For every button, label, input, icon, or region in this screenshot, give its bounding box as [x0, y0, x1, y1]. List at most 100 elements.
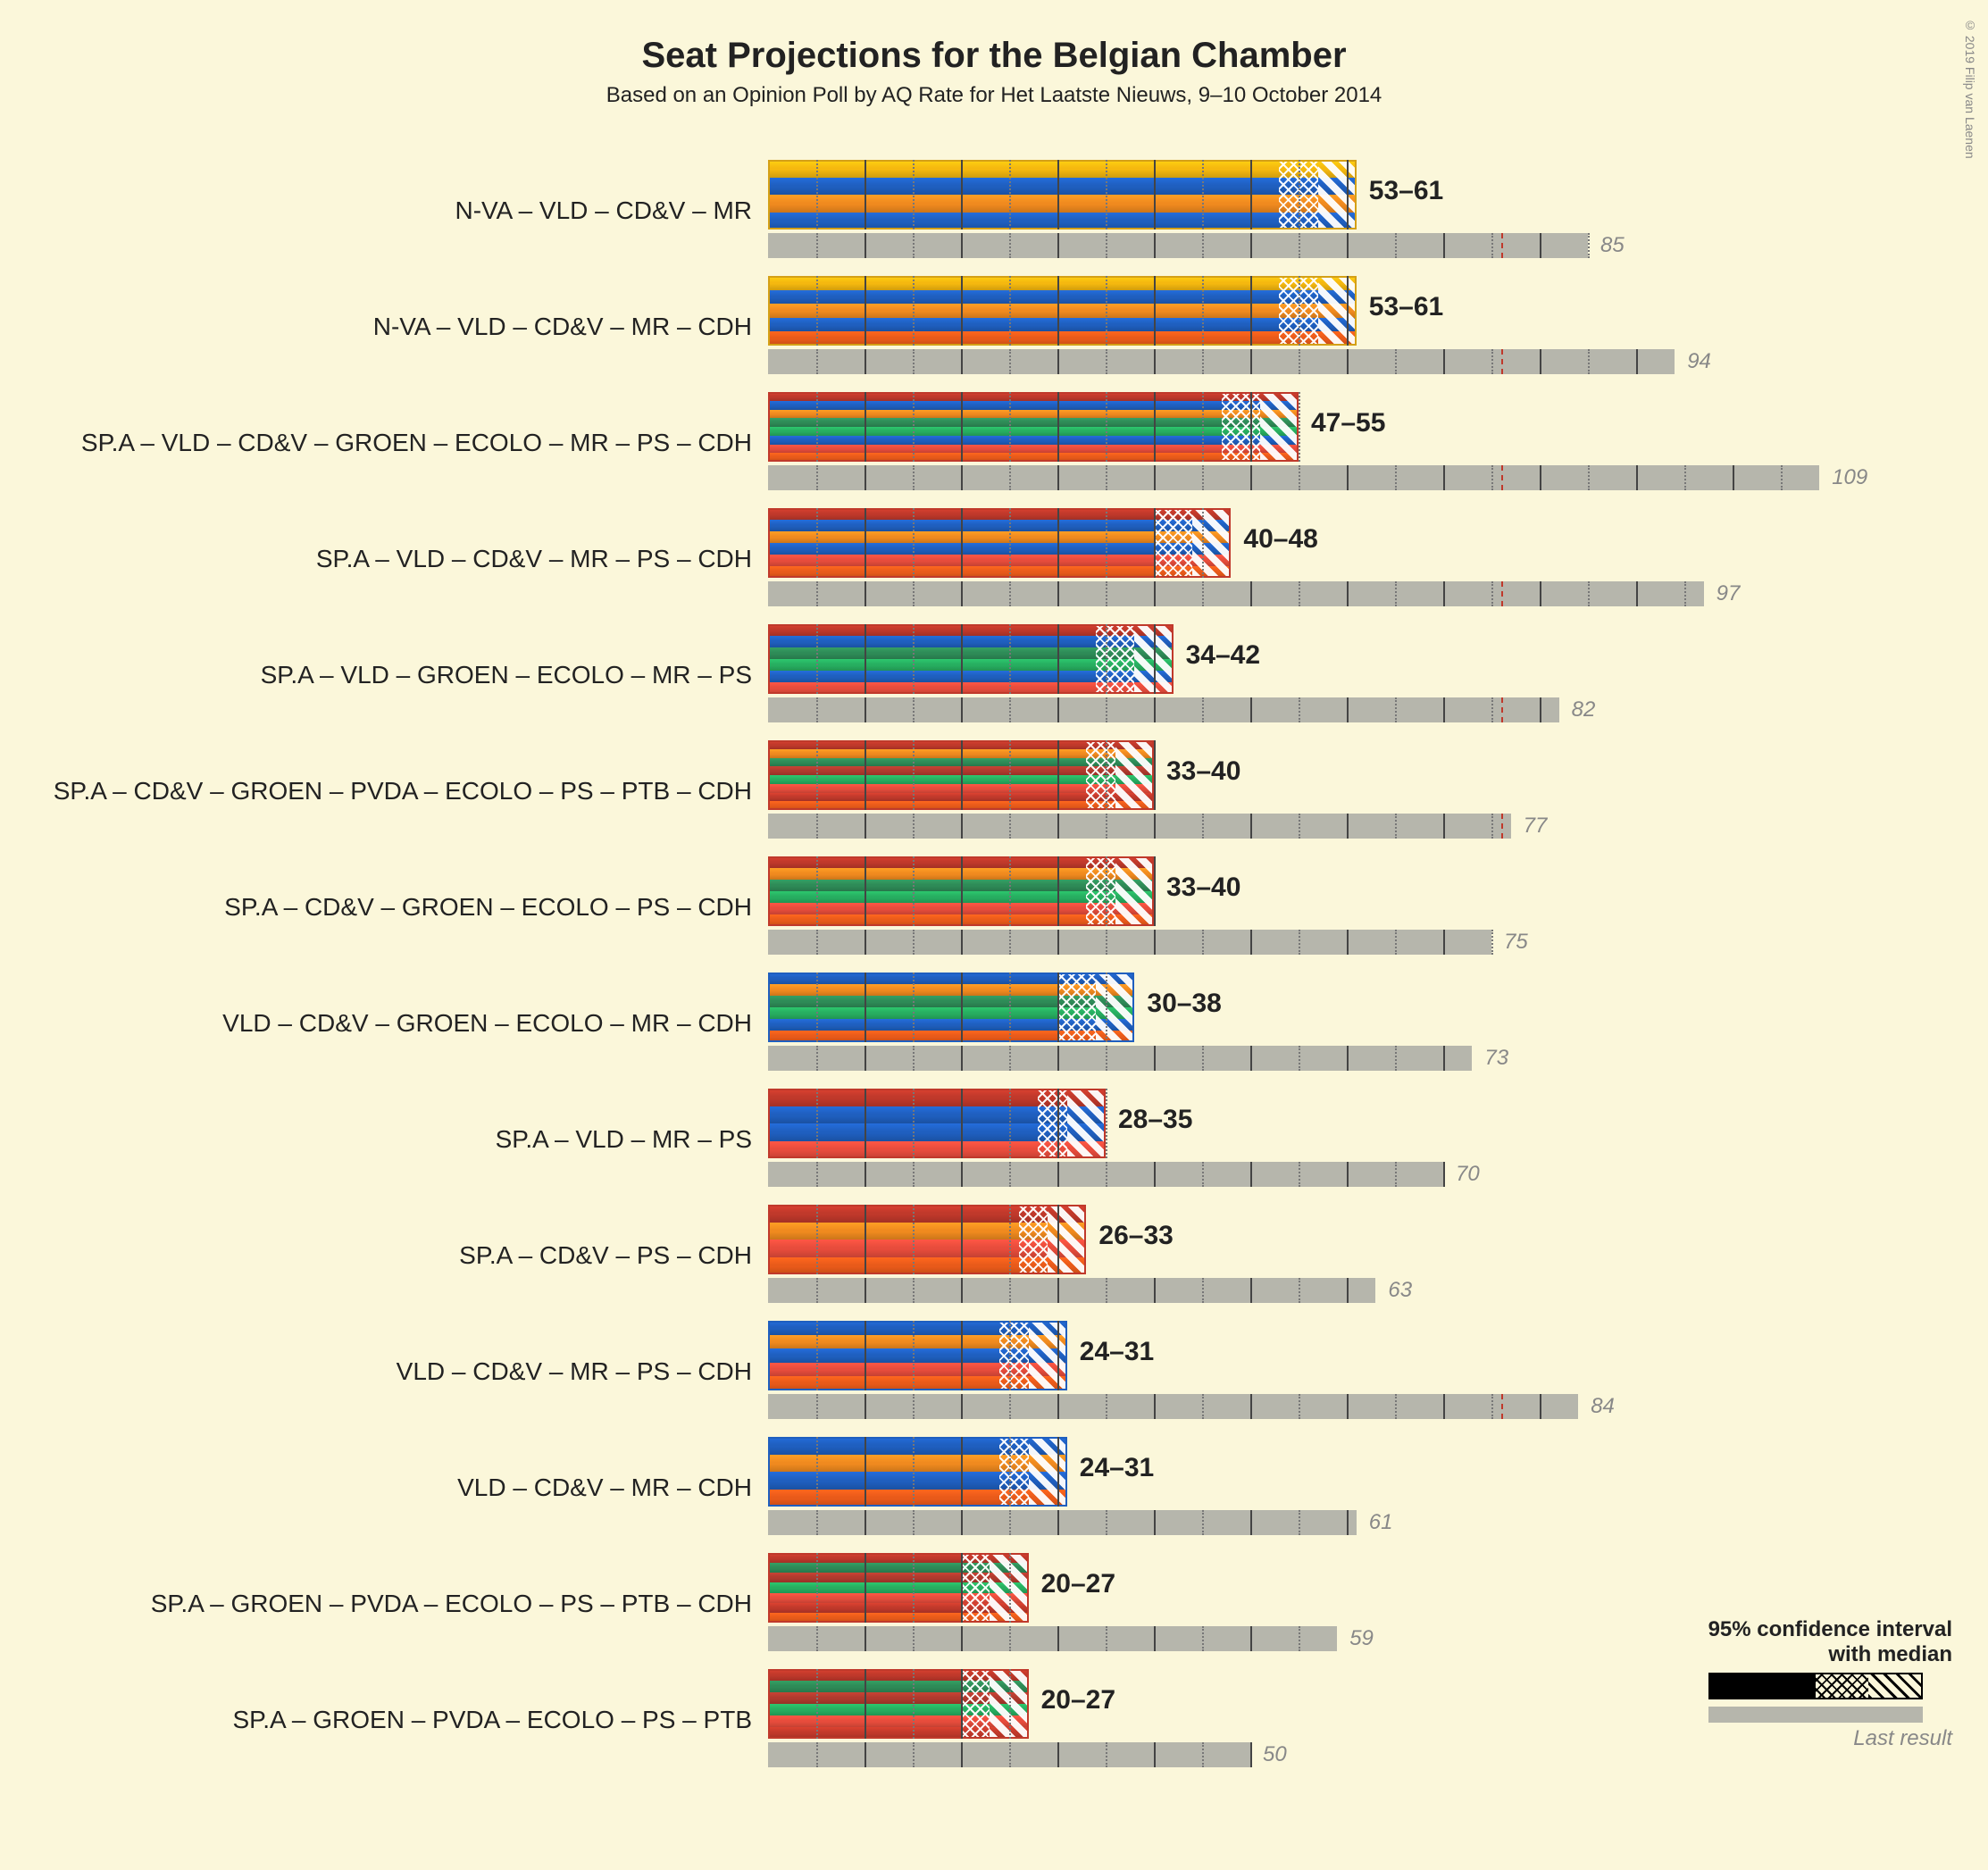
plot-area: 40–4897: [768, 501, 1943, 617]
last-result-label: 70: [1456, 1162, 1480, 1187]
coalition-label: N-VA – VLD – CD&V – MR – CDH: [45, 313, 768, 341]
last-result-bar: [768, 930, 1491, 955]
party-stripe: [768, 401, 1299, 410]
range-label: 47–55: [1311, 408, 1385, 438]
last-result-bar: [768, 1510, 1357, 1535]
coalition-row: SP.A – VLD – CD&V – MR – PS – CDH40–4897: [45, 501, 1943, 617]
legend-ci-swatch: [1708, 1673, 1923, 1699]
last-result-label: 109: [1832, 465, 1867, 490]
range-label: 26–33: [1098, 1221, 1173, 1251]
last-result-bar: [768, 697, 1559, 722]
range-label: 24–31: [1080, 1337, 1154, 1367]
party-stripe: [768, 290, 1357, 305]
last-result-label: 82: [1572, 697, 1596, 722]
range-label: 20–27: [1041, 1569, 1115, 1599]
coalition-row: N-VA – VLD – CD&V – MR – CDH 53–61 94: [45, 269, 1943, 385]
range-label: 53–61: [1369, 292, 1443, 322]
legend-last-swatch: [1708, 1707, 1923, 1723]
legend-last-label: Last result: [1708, 1726, 1952, 1751]
last-result-label: 94: [1687, 349, 1711, 374]
coalition-label: SP.A – VLD – CD&V – GROEN – ECOLO – MR –…: [45, 429, 768, 457]
plot-area: 30–38 73: [768, 965, 1943, 1081]
coalition-label: VLD – CD&V – GROEN – ECOLO – MR – CDH: [45, 1009, 768, 1038]
plot-area: 33–4077: [768, 733, 1943, 849]
party-stripe: [768, 178, 1357, 196]
last-result-label: 63: [1388, 1278, 1412, 1303]
coalition-row: SP.A – CD&V – GROEN – PVDA – ECOLO – PS …: [45, 733, 1943, 849]
coalition-label: SP.A – CD&V – PS – CDH: [45, 1241, 768, 1270]
coalition-label: SP.A – VLD – CD&V – MR – PS – CDH: [45, 545, 768, 573]
last-result-bar: [768, 233, 1588, 258]
last-result-label: 73: [1484, 1046, 1508, 1071]
coalition-label: SP.A – CD&V – GROEN – ECOLO – PS – CDH: [45, 893, 768, 922]
last-result-label: 61: [1369, 1510, 1393, 1535]
plot-area: 24–31 61: [768, 1430, 1943, 1546]
range-label: 20–27: [1041, 1685, 1115, 1716]
coalition-label: VLD – CD&V – MR – PS – CDH: [45, 1357, 768, 1386]
coalition-row: SP.A – CD&V – PS – CDH 26–33 63: [45, 1198, 1943, 1314]
coalition-row: VLD – CD&V – MR – PS – CDH 24–31 84: [45, 1314, 1943, 1430]
coalition-label: N-VA – VLD – CD&V – MR: [45, 196, 768, 225]
chart-legend: 95% confidence interval with median Last…: [1708, 1617, 1952, 1751]
last-result-bar: [768, 581, 1704, 606]
last-result-bar: [768, 1278, 1375, 1303]
plot-area: 53–61 94: [768, 269, 1943, 385]
coalition-label: SP.A – CD&V – GROEN – PVDA – ECOLO – PS …: [45, 777, 768, 806]
chart-title: Seat Projections for the Belgian Chamber: [45, 36, 1943, 76]
coalition-row: VLD – CD&V – GROEN – ECOLO – MR – CDH30–…: [45, 965, 1943, 1081]
party-stripe: [768, 410, 1299, 419]
plot-area: 53–61 85: [768, 153, 1943, 269]
range-label: 30–38: [1147, 989, 1221, 1019]
range-label: 53–61: [1369, 176, 1443, 206]
last-result-label: 97: [1717, 581, 1741, 606]
last-result-bar: [768, 1046, 1472, 1071]
party-stripe: [768, 195, 1357, 213]
chart-subtitle: Based on an Opinion Poll by AQ Rate for …: [45, 83, 1943, 108]
coalition-row: SP.A – GROEN – PVDA – ECOLO – PS – PTB –…: [45, 1546, 1943, 1662]
party-stripe: [768, 331, 1357, 346]
coalition-label: SP.A – VLD – GROEN – ECOLO – MR – PS: [45, 661, 768, 689]
party-stripe: [768, 304, 1357, 318]
coalition-label: SP.A – VLD – MR – PS: [45, 1125, 768, 1154]
last-result-label: 77: [1524, 814, 1548, 839]
last-result-bar: [768, 1394, 1578, 1419]
party-stripe: [768, 213, 1357, 230]
party-stripe: [768, 318, 1357, 332]
coalition-row: SP.A – VLD – MR – PS 28–35 70: [45, 1081, 1943, 1198]
plot-area: 34–42 82: [768, 617, 1943, 733]
last-result-label: 85: [1600, 233, 1625, 258]
range-label: 28–35: [1118, 1105, 1192, 1135]
last-result-bar: [768, 349, 1675, 374]
coalition-label: SP.A – GROEN – PVDA – ECOLO – PS – PTB: [45, 1706, 768, 1734]
plot-area: 47–55 109: [768, 385, 1943, 501]
coalition-row: SP.A – GROEN – PVDA – ECOLO – PS – PTB 20…: [45, 1662, 1943, 1778]
party-stripe: [768, 427, 1299, 436]
legend-ci-label: 95% confidence interval with median: [1708, 1617, 1952, 1667]
last-result-bar: [768, 465, 1819, 490]
coalition-row: N-VA – VLD – CD&V – MR 53–61 85: [45, 153, 1943, 269]
range-label: 34–42: [1186, 640, 1260, 671]
last-result-label: 75: [1504, 930, 1528, 955]
last-result-bar: [768, 814, 1511, 839]
plot-area: 33–40 75: [768, 849, 1943, 965]
party-stripe: [768, 276, 1357, 290]
last-result-label: 84: [1591, 1394, 1615, 1419]
party-stripe: [768, 418, 1299, 427]
party-stripe: [768, 160, 1357, 178]
last-result-label: 59: [1349, 1626, 1374, 1651]
coalition-label: SP.A – GROEN – PVDA – ECOLO – PS – PTB –…: [45, 1590, 768, 1618]
copyright-text: © 2019 Filip van Laenen: [1963, 18, 1977, 159]
range-label: 24–31: [1080, 1453, 1154, 1483]
coalition-row: VLD – CD&V – MR – CDH 24–31 61: [45, 1430, 1943, 1546]
coalition-row: SP.A – VLD – GROEN – ECOLO – MR – PS34–4…: [45, 617, 1943, 733]
range-label: 33–40: [1166, 872, 1240, 903]
seat-projection-chart: N-VA – VLD – CD&V – MR53–6185N-VA – VLD …: [45, 153, 1943, 1778]
coalition-label: VLD – CD&V – MR – CDH: [45, 1473, 768, 1502]
party-stripe: [768, 392, 1299, 401]
party-stripe: [768, 445, 1299, 454]
coalition-row: SP.A – CD&V – GROEN – ECOLO – PS – CDH33…: [45, 849, 1943, 965]
plot-area: 28–35 70: [768, 1081, 1943, 1198]
party-stripe: [768, 436, 1299, 445]
last-result-label: 50: [1263, 1742, 1287, 1767]
plot-area: 24–31 84: [768, 1314, 1943, 1430]
